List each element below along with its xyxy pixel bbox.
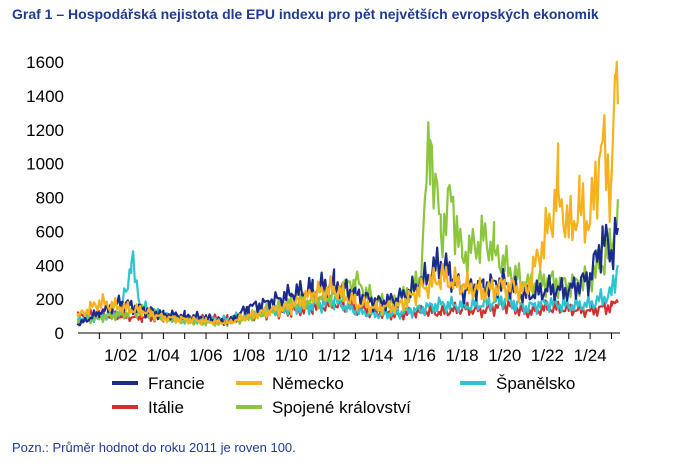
legend-item: Španělsko [460, 374, 575, 393]
legend-item: Francie [112, 374, 205, 393]
y-axis: 0 200 400 600 800 1000 1200 1400 1600 [26, 53, 64, 343]
x-tick-label: 1/10 [275, 346, 308, 365]
x-tick-label: 1/06 [189, 346, 222, 365]
y-tick-label: 1200 [26, 121, 64, 140]
y-tick-label: 600 [36, 222, 64, 241]
x-tick-label: 1/04 [147, 346, 180, 365]
y-tick-label: 0 [55, 324, 64, 343]
chart-note: Pozn.: Průměr hodnot do roku 2011 je rov… [12, 440, 296, 455]
y-tick-label: 1400 [26, 87, 64, 106]
y-tick-label: 200 [36, 290, 64, 309]
y-tick-label: 1600 [26, 53, 64, 72]
x-tick-label: 1/12 [318, 346, 351, 365]
legend-item: Německo [236, 374, 344, 393]
series-line-4 [76, 60, 619, 326]
y-tick-label: 800 [36, 189, 64, 208]
x-tick-label: 1/18 [446, 346, 479, 365]
series-line-3 [76, 216, 619, 327]
legend-label: Německo [272, 374, 344, 393]
x-tick-label: 1/08 [232, 346, 265, 365]
x-tick-label: 1/14 [360, 346, 393, 365]
legend-item: Spojené království [236, 398, 411, 417]
legend-item: Itálie [112, 398, 184, 417]
x-tick-label: 1/22 [531, 346, 564, 365]
y-tick-label: 1000 [26, 155, 64, 174]
legend-label: Itálie [148, 398, 184, 417]
x-tick-label: 1/24 [574, 346, 607, 365]
chart-title: Graf 1 – Hospodářská nejistota dle EPU i… [12, 6, 599, 22]
legend-label: Spojené království [272, 398, 411, 417]
legend-label: Francie [148, 374, 205, 393]
x-tick-label: 1/02 [104, 346, 137, 365]
x-tick-label: 1/20 [488, 346, 521, 365]
x-tick-label: 1/16 [403, 346, 436, 365]
x-axis: 1/02 1/04 1/06 1/08 1/10 1/12 1/14 1/16 1/18 1/20… [78, 332, 620, 365]
y-tick-label: 400 [36, 256, 64, 275]
legend-label: Španělsko [496, 374, 575, 393]
legend: Francie Německo Španělsko Itálie Spojené krá… [112, 374, 575, 417]
series-layer [76, 60, 619, 328]
